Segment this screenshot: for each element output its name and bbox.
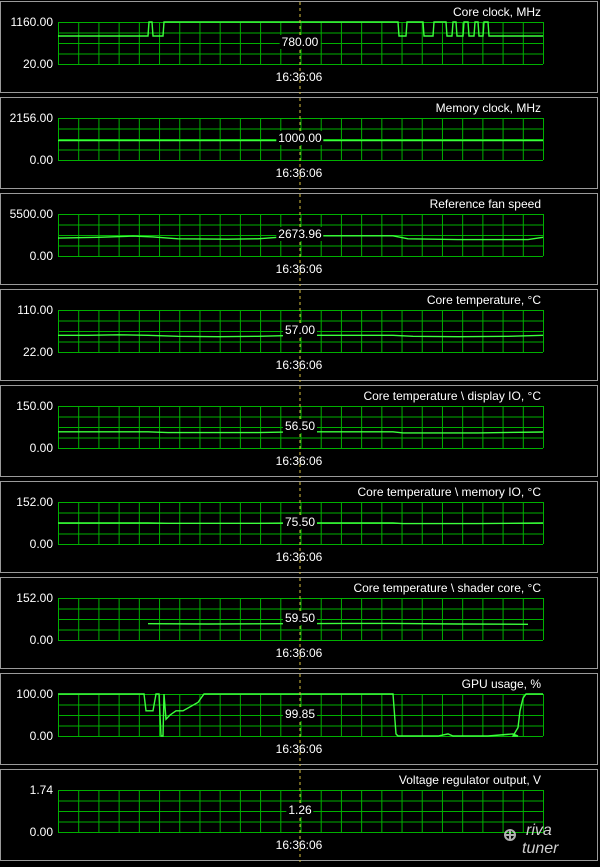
graph-title: Voltage regulator output, V (398, 773, 541, 787)
current-value: 2673.96 (276, 227, 324, 241)
y-max-label: 2156.00 (9, 111, 53, 125)
time-label: 16:36:06 (275, 742, 323, 756)
y-max-label: 152.00 (16, 495, 53, 509)
watermark-logo-icon: riva tuner (504, 822, 559, 857)
graph-title: Core temperature \ display IO, °C (363, 389, 541, 403)
y-min-label: 0.00 (29, 825, 53, 839)
current-value: 56.50 (282, 419, 318, 433)
graph-series-line (147, 622, 529, 625)
time-label: 16:36:06 (275, 838, 323, 852)
time-label: 16:36:06 (275, 454, 323, 468)
y-min-label: 20.00 (22, 57, 53, 71)
current-value: 99.85 (282, 707, 318, 721)
current-value: 75.50 (282, 515, 318, 529)
y-min-label: 22.00 (22, 345, 53, 359)
graph-panel[interactable]: Core temperature \ memory IO, °C 152.00 0.… (0, 481, 598, 574)
graph-plot-area[interactable] (58, 598, 544, 641)
graph-series-line (57, 235, 544, 241)
graph-series-line (58, 21, 543, 37)
svg-text:tuner: tuner (522, 840, 559, 857)
y-max-label: 1.74 (29, 783, 53, 797)
graph-panel[interactable]: Voltage regulator output, V 1.74 0.00 1.26 1… (0, 769, 598, 862)
time-label: 16:36:06 (275, 70, 323, 84)
time-label: 16:36:06 (275, 166, 323, 180)
y-min-label: 0.00 (29, 729, 53, 743)
graph-title: Reference fan speed (429, 197, 541, 211)
graph-title: Core temperature \ memory IO, °C (357, 485, 541, 499)
y-min-label: 0.00 (29, 441, 53, 455)
time-label: 16:36:06 (275, 646, 323, 660)
current-value: 780.00 (279, 35, 321, 49)
svg-text:riva: riva (526, 822, 552, 839)
y-min-label: 0.00 (29, 537, 53, 551)
graph-series-line (58, 334, 544, 338)
graph-panel[interactable]: Memory clock, MHz 2156.00 0.00 1000.00 16:36… (0, 97, 598, 190)
graph-title: Core clock, MHz (452, 5, 541, 19)
y-max-label: 110.00 (17, 303, 53, 317)
y-min-label: 0.00 (29, 633, 53, 647)
y-min-label: 0.00 (29, 249, 53, 263)
y-max-label: 100.00 (16, 687, 53, 701)
graph-series-line (58, 693, 543, 737)
current-value: 1.26 (286, 803, 314, 817)
graph-panel[interactable]: Core temperature \ display IO, °C 150.00 0… (0, 385, 598, 478)
time-label: 16:36:06 (275, 262, 323, 276)
y-min-label: 0.00 (29, 153, 53, 167)
graph-panel[interactable]: Reference fan speed 5500.00 0.00 2673.96 16:… (0, 193, 598, 286)
graph-title: Core temperature \ shader core, °C (353, 581, 541, 595)
graph-panel[interactable]: Core clock, MHz 1160.00 20.00 780.00 16:36:0… (0, 1, 598, 94)
graph-title: Core temperature, °C (426, 293, 541, 307)
current-value: 1000.00 (276, 131, 324, 145)
y-max-label: 150.00 (16, 399, 53, 413)
graph-panel[interactable]: Core temperature \ shader core, °C 152.00… (0, 577, 598, 670)
y-max-label: 5500.00 (9, 207, 53, 221)
y-max-label: 1160.00 (10, 15, 54, 29)
current-value: 59.50 (282, 611, 318, 625)
y-max-label: 152.00 (16, 591, 53, 605)
graph-title: GPU usage, % (461, 677, 541, 691)
time-label: 16:36:06 (275, 358, 323, 372)
graph-grid (58, 598, 544, 641)
graph-title: Memory clock, MHz (435, 101, 541, 115)
graph-panel[interactable]: Core temperature, °C 110.00 22.00 57.00 16:3… (0, 289, 598, 382)
time-label: 16:36:06 (275, 550, 323, 564)
graph-panel[interactable]: GPU usage, % 100.00 0.00 99.85 16:36:06 (0, 673, 598, 766)
current-value: 57.00 (282, 323, 318, 337)
